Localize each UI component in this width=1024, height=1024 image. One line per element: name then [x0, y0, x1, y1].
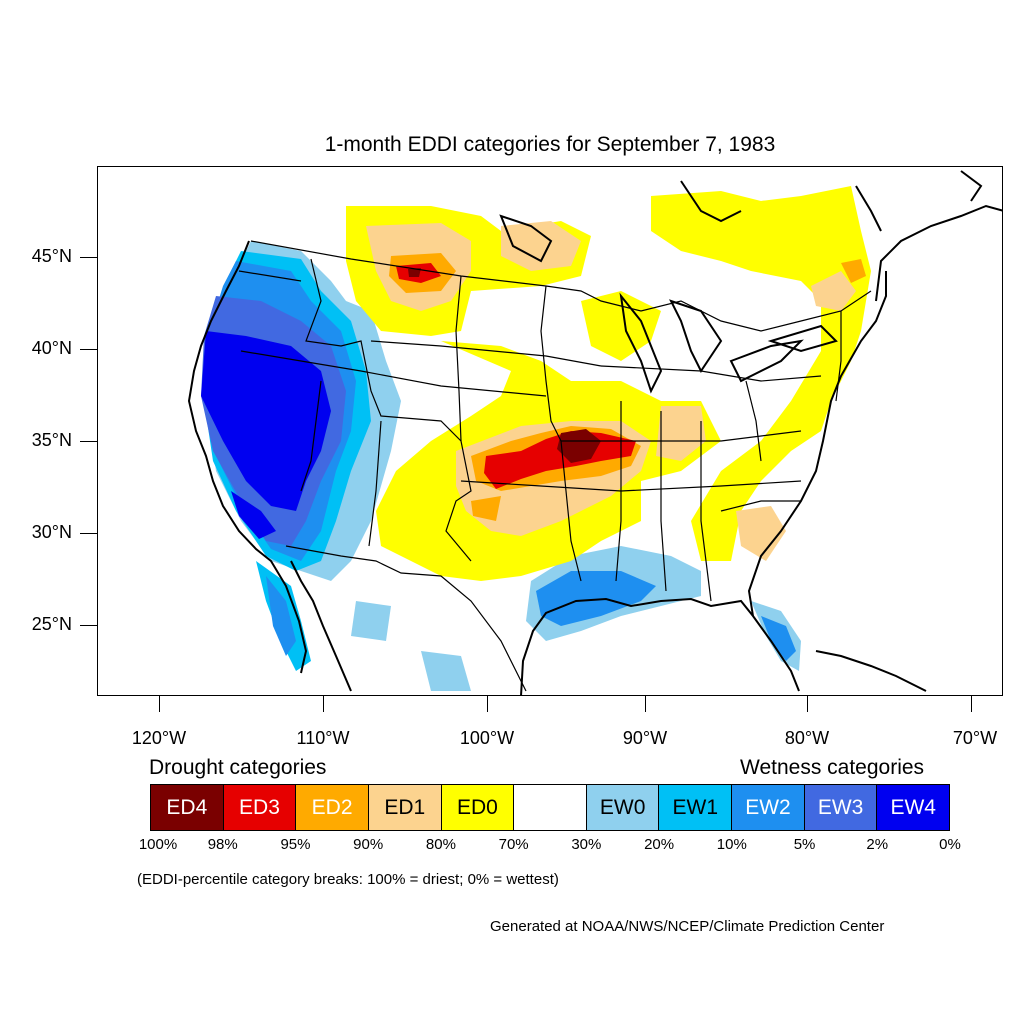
legend-box-neutral — [514, 785, 587, 830]
percentile-break-label: 10% — [716, 836, 747, 853]
lat-tick — [80, 349, 97, 350]
dry-ed4 — [408, 268, 601, 463]
legend-box-ew0: EW0 — [586, 785, 660, 830]
drought-categories-heading: Drought categories — [149, 756, 327, 779]
legend-box-ew3: EW3 — [804, 785, 878, 830]
lon-label-110w: 110°W — [296, 728, 350, 748]
legend-box-ed0: ED0 — [441, 785, 515, 830]
category-legend: ED4 ED3 ED2 ED1 ED0 EW0 EW1 EW2 EW3 EW4 — [150, 784, 950, 831]
lon-tick — [487, 696, 488, 712]
lon-label-70w: 70°W — [952, 728, 998, 748]
wet-ew4-west — [201, 331, 331, 539]
lon-label-90w: 90°W — [622, 728, 668, 748]
credit-line: Generated at NOAA/NWS/NCEP/Climate Predi… — [490, 918, 885, 935]
lat-label-35: 35°N — [31, 430, 72, 450]
percentile-break-label: 20% — [644, 836, 675, 853]
eddi-map — [187, 170, 1002, 695]
lon-label-100w: 100°W — [459, 728, 515, 748]
lon-tick — [159, 696, 160, 712]
lat-tick — [80, 441, 97, 442]
legend-box-ew1: EW1 — [659, 785, 733, 830]
lat-label-25: 25°N — [31, 614, 72, 634]
wet-gulf — [351, 546, 801, 691]
lon-tick — [323, 696, 324, 712]
lat-tick — [80, 625, 97, 626]
lon-label-80w: 80°W — [784, 728, 830, 748]
percentile-break-label: 80% — [425, 836, 456, 853]
map-panel — [97, 166, 1003, 696]
legend-box-ed3: ED3 — [223, 785, 297, 830]
lon-tick — [807, 696, 808, 712]
percentile-break-label: 95% — [280, 836, 311, 853]
percentile-break-label: 70% — [498, 836, 529, 853]
lat-tick — [80, 533, 97, 534]
lat-label-45: 45°N — [31, 246, 72, 266]
percentile-break-label: 30% — [571, 836, 602, 853]
lat-label-40: 40°N — [31, 338, 72, 358]
lat-tick — [80, 257, 97, 258]
lat-label-30: 30°N — [31, 522, 72, 542]
wetness-categories-heading: Wetness categories — [740, 756, 925, 779]
percentile-break-label: 5% — [793, 836, 816, 853]
lon-tick — [971, 696, 972, 712]
percentile-break-label: 90% — [353, 836, 384, 853]
percentile-break-label: 2% — [866, 836, 889, 853]
legend-box-ew4: EW4 — [877, 785, 950, 830]
percentile-break-label: 98% — [207, 836, 238, 853]
lon-label-120w: 120°W — [131, 728, 187, 748]
coastlines — [187, 170, 1002, 695]
category-note: (EDDI-percentile category breaks: 100% =… — [137, 871, 559, 888]
legend-box-ed2: ED2 — [296, 785, 369, 830]
legend-box-ed1: ED1 — [368, 785, 442, 830]
borders — [238, 240, 872, 692]
legend-box-ed4: ED4 — [151, 785, 224, 830]
lon-tick — [645, 696, 646, 712]
legend-box-ew2: EW2 — [732, 785, 805, 830]
percentile-break-label: 100% — [138, 836, 178, 853]
percentile-break-label: 0% — [939, 836, 961, 853]
map-title: 1-month EDDI categories for September 7,… — [324, 133, 776, 156]
